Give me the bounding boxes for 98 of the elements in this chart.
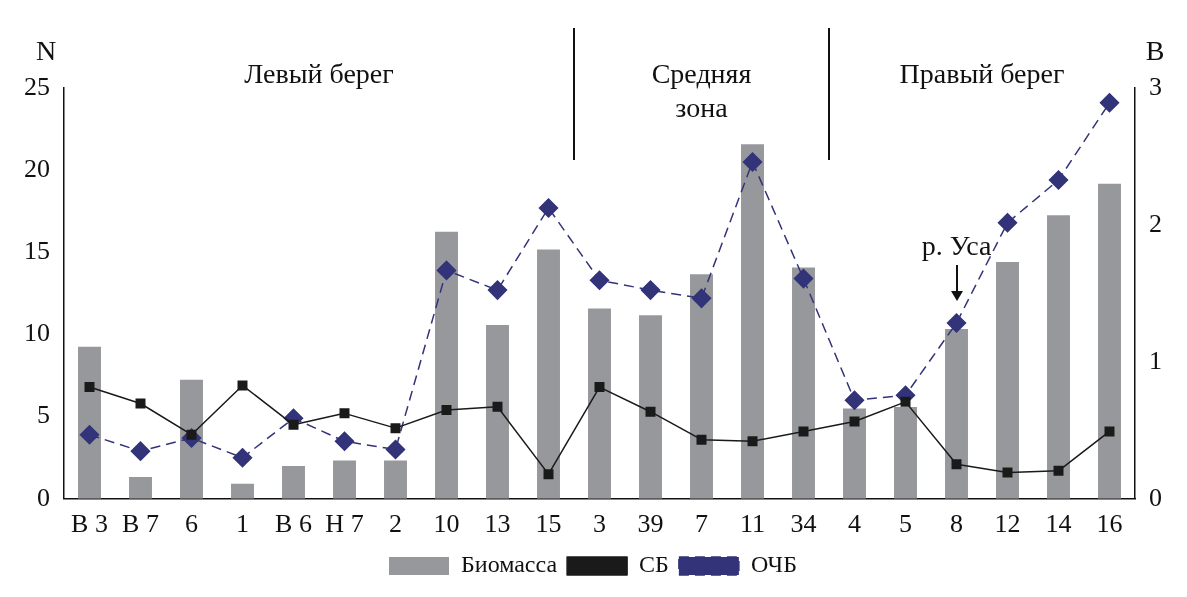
x-tick-label: 11 <box>739 509 766 539</box>
bar <box>384 460 407 499</box>
point <box>1053 465 1064 476</box>
bar <box>639 315 662 499</box>
x-tick-label: 5 <box>899 509 912 539</box>
y2-axis-title: B <box>1145 35 1165 66</box>
point <box>997 212 1018 233</box>
bar <box>690 274 713 499</box>
point <box>798 426 809 437</box>
x-tick-label: 39 <box>637 509 664 539</box>
x-tick-label: 7 <box>695 509 708 539</box>
bar <box>486 324 509 499</box>
x-tick-label: В 3 <box>71 509 108 539</box>
point <box>543 469 554 480</box>
point <box>951 459 962 470</box>
bar <box>435 231 458 499</box>
bar <box>792 267 815 499</box>
point <box>237 380 248 391</box>
point <box>844 390 865 410</box>
annotation: Левый берег <box>244 58 394 89</box>
point <box>747 436 758 447</box>
point <box>390 423 401 434</box>
point <box>1048 170 1069 190</box>
y2-tick-label: 2 <box>1149 208 1162 238</box>
bar <box>588 308 611 499</box>
bar <box>333 460 356 499</box>
point <box>436 260 457 281</box>
point <box>696 434 707 445</box>
annotation: Правый берег <box>899 58 1065 89</box>
y-tick-label: 25 <box>24 71 50 101</box>
bar <box>537 249 560 499</box>
y-tick-label: 20 <box>24 153 50 183</box>
x-tick-label: Н 7 <box>325 509 364 539</box>
point <box>849 416 860 427</box>
point <box>793 268 814 289</box>
y-tick-label: 5 <box>37 400 50 430</box>
x-tick-label: 13 <box>484 509 511 539</box>
point <box>691 288 712 309</box>
point <box>1099 93 1120 113</box>
x-tick-label: 15 <box>535 509 562 539</box>
point <box>1104 426 1115 437</box>
x-tick-label: 16 <box>1096 509 1123 539</box>
x-tick-label: 34 <box>790 509 817 539</box>
x-tick-label: 6 <box>185 509 198 539</box>
point <box>900 396 911 407</box>
point <box>640 280 661 300</box>
y2-tick-label: 1 <box>1149 345 1162 375</box>
point <box>334 431 355 452</box>
x-tick-label: 1 <box>236 509 249 539</box>
bar <box>741 144 764 499</box>
point <box>232 447 253 468</box>
point <box>288 419 299 430</box>
bar <box>78 346 101 499</box>
x-tick-label: В 7 <box>122 509 159 539</box>
bar <box>231 483 254 499</box>
bar <box>843 408 866 499</box>
point <box>441 405 452 416</box>
annotation: Средняя зона <box>651 58 752 123</box>
point <box>742 152 763 172</box>
point <box>538 198 559 218</box>
bar <box>1098 183 1121 499</box>
x-tick-label: 4 <box>848 509 861 539</box>
legend-label: Биомасса <box>461 551 558 578</box>
bar <box>894 407 917 499</box>
y2-tick-label: 0 <box>1149 482 1162 512</box>
point <box>385 439 406 460</box>
bar <box>1047 215 1070 499</box>
point <box>339 408 350 419</box>
x-tick-label: 12 <box>994 509 1021 539</box>
point <box>1002 467 1013 478</box>
y-tick-label: 15 <box>24 236 50 266</box>
point <box>492 401 503 412</box>
y-tick-label: 0 <box>37 482 50 512</box>
bar <box>129 476 152 499</box>
y-tick-label: 10 <box>24 318 50 348</box>
point <box>84 382 95 393</box>
annotation: р. Уса <box>921 229 992 261</box>
x-tick-label: В 6 <box>275 509 312 539</box>
x-tick-label: 3 <box>593 509 606 539</box>
bar <box>996 261 1019 499</box>
legend-label: ОЧБ <box>750 551 798 578</box>
y-axis-title: N <box>35 35 57 66</box>
point <box>594 382 605 393</box>
point <box>79 424 100 445</box>
bar <box>282 465 305 499</box>
point <box>946 313 967 333</box>
x-tick-label: 8 <box>950 509 963 539</box>
point <box>130 441 151 461</box>
x-tick-label: 2 <box>389 509 402 539</box>
x-tick-label: 14 <box>1045 509 1072 539</box>
bar <box>945 329 968 499</box>
legend-label: СБ <box>639 551 669 578</box>
bar <box>180 379 203 499</box>
point <box>487 280 508 300</box>
y2-tick-label: 3 <box>1149 71 1162 101</box>
point <box>589 270 610 290</box>
x-tick-label: 10 <box>433 509 460 539</box>
point <box>645 406 656 417</box>
